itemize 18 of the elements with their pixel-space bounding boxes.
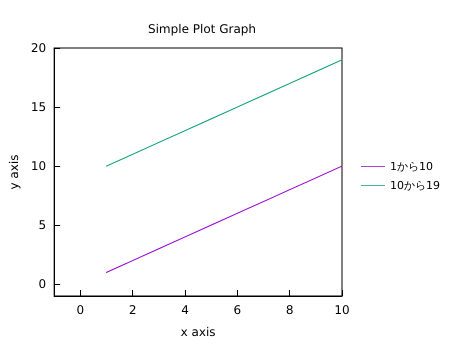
line-series xyxy=(106,166,342,273)
x-tick-label: 0 xyxy=(76,303,84,317)
y-tick-label: 15 xyxy=(30,100,46,114)
y-tick-label: 5 xyxy=(38,218,46,232)
x-tick-label: 10 xyxy=(334,303,350,317)
x-tick-label: 2 xyxy=(128,303,136,317)
x-tick-label: 4 xyxy=(181,303,189,317)
legend-label: 10から19 xyxy=(390,179,440,192)
y-tick-label: 10 xyxy=(30,159,46,174)
x-axis-title: x axis xyxy=(180,325,216,339)
y-axis-title: y axis xyxy=(7,154,21,190)
y-tick-label: 0 xyxy=(38,277,46,292)
x-tick-label: 6 xyxy=(234,303,242,317)
y-tick-label: 20 xyxy=(30,41,46,55)
chart-title: Simple Plot Graph xyxy=(148,22,256,36)
x-tick-label: 8 xyxy=(286,303,294,317)
line-series xyxy=(106,59,342,167)
legend-label: 1から10 xyxy=(390,160,433,173)
